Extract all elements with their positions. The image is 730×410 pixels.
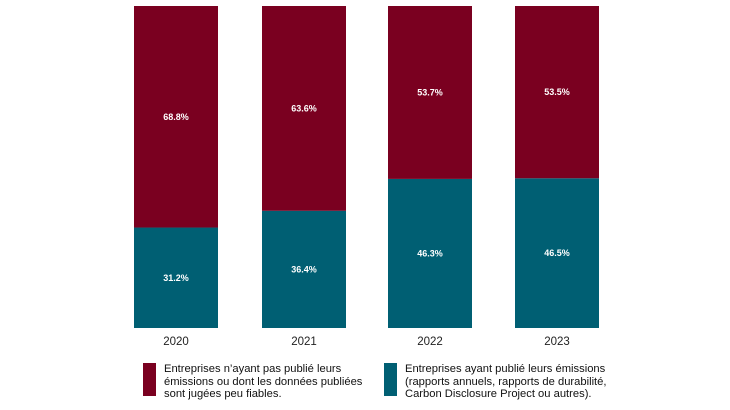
data-label: 36.4%	[291, 264, 317, 274]
x-tick-label: 2022	[417, 336, 443, 348]
data-label: 31.2%	[163, 273, 189, 283]
x-tick-label: 2020	[163, 336, 189, 348]
data-label: 63.6%	[291, 103, 317, 113]
bar-segment-2020-not-published	[134, 6, 218, 228]
legend-swatch-red	[143, 363, 156, 396]
legend-label: Entreprises n’ayant pas publié leurs émi…	[164, 363, 363, 401]
bar-segment-2023-not-published	[515, 6, 599, 179]
data-label: 53.5%	[544, 87, 570, 97]
data-label: 46.5%	[544, 248, 570, 258]
bar-segment-2021-not-published	[262, 6, 346, 211]
legend-item-published: Entreprises ayant publié leurs émissions…	[384, 363, 625, 401]
data-label: 68.8%	[163, 112, 189, 122]
legend-swatch-teal	[384, 363, 397, 396]
bar-segment-2021-published	[262, 210, 346, 328]
bar-segment-2022-published	[388, 178, 472, 328]
legend-item-not-published: Entreprises n’ayant pas publié leurs émi…	[143, 363, 384, 401]
x-tick-label: 2023	[544, 336, 570, 348]
bar-segment-2020-published	[134, 227, 218, 328]
legend-label: Entreprises ayant publié leurs émissions…	[405, 363, 607, 401]
bar-segment-2023-published	[515, 178, 599, 328]
x-tick-label: 2021	[291, 336, 317, 348]
stacked-bar-chart: 31.2% 68.8% 2020 36.4% 63.6% 2021 46.3% 53.7% 20…	[134, 6, 599, 348]
data-label: 46.3%	[417, 248, 443, 258]
bar-segment-2022-not-published	[388, 6, 472, 179]
data-label: 53.7%	[417, 87, 443, 97]
